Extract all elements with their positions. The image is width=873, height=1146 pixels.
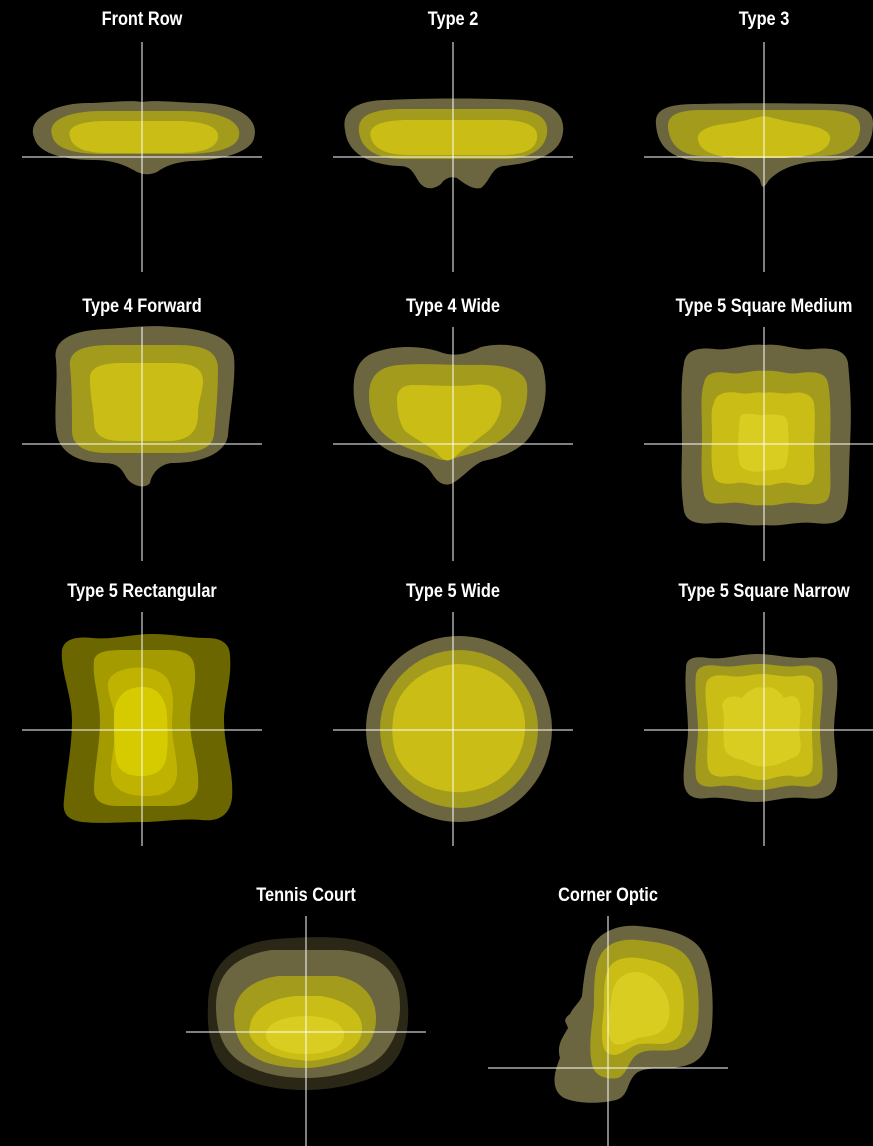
panel-title: Type 4 Forward — [82, 296, 202, 317]
type-4-forward-diagram — [22, 326, 262, 561]
panel-type-5-rectangular: Type 5 Rectangular — [22, 570, 262, 850]
panel-title: Type 5 Wide — [406, 581, 500, 602]
inner-zone — [392, 664, 526, 793]
type-5-square-narrow-diagram — [644, 612, 873, 846]
panel-title: Type 3 — [738, 9, 790, 30]
tennis-court-diagram — [186, 916, 426, 1146]
panel-title: Type 5 Square Narrow — [678, 581, 850, 602]
panel-type-4-wide: Type 4 Wide — [333, 285, 573, 565]
inner-zone — [397, 384, 502, 461]
corner-optic-diagram — [488, 916, 728, 1146]
panel-title: Front Row — [101, 9, 183, 30]
panel-type-4-forward: Type 4 Forward — [22, 285, 262, 565]
core-zone — [608, 972, 670, 1045]
panel-title: Type 2 — [427, 9, 479, 30]
type-5-square-medium-diagram — [644, 327, 873, 561]
panel-title: Corner Optic — [558, 885, 658, 906]
inner-zone — [69, 121, 219, 153]
panel-title: Type 5 Square Medium — [675, 296, 853, 317]
panel-tennis-court: Tennis Court — [186, 876, 426, 1146]
type-2-diagram — [333, 42, 573, 272]
panel-title: Type 5 Rectangular — [67, 581, 217, 602]
panel-type-5-wide: Type 5 Wide — [333, 570, 573, 850]
front-row-diagram — [22, 42, 262, 272]
panel-type-2: Type 2 — [333, 0, 573, 275]
core-zone — [722, 687, 801, 767]
panel-type-3: Type 3 — [644, 0, 873, 275]
type-5-wide-diagram — [333, 612, 573, 846]
type-3-diagram — [644, 42, 873, 272]
type-4-wide-diagram — [333, 327, 573, 561]
core-zone — [738, 413, 789, 472]
core-zone — [114, 686, 168, 776]
panel-title: Tennis Court — [256, 885, 356, 906]
panel-title: Type 4 Wide — [406, 296, 500, 317]
inner-zone — [89, 363, 204, 441]
inner-zone — [370, 120, 538, 155]
panel-front-row: Front Row — [22, 0, 262, 275]
panel-corner-optic: Corner Optic — [488, 876, 728, 1146]
type-5-rectangular-diagram — [22, 612, 262, 846]
core-zone — [265, 1016, 345, 1054]
panel-type-5-square-medium: Type 5 Square Medium — [644, 285, 873, 565]
panel-type-5-square-narrow: Type 5 Square Narrow — [644, 570, 873, 850]
